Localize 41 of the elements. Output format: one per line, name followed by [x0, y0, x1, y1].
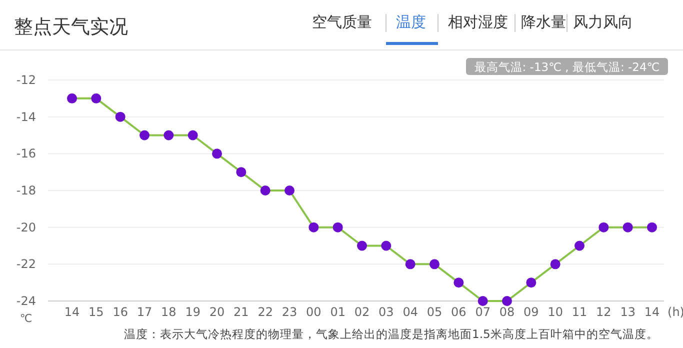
x-tick-label: 11: [572, 305, 588, 319]
chart-title: 整点天气实况: [14, 16, 128, 38]
x-tick-label: 07: [475, 305, 490, 319]
y-tick-label: -22: [16, 257, 36, 272]
text: 温度: [396, 13, 426, 31]
text: 温度：表示大气冷热程度的物理量，气象上给出的温度是指离地面1.5米高度上百叶箱中的空气温度。: [124, 327, 658, 341]
y-tick-label: -16: [16, 146, 36, 161]
y-tick-label: -14: [16, 110, 36, 124]
x-tick-label: 15: [88, 305, 104, 319]
text: 风力风向: [573, 13, 633, 31]
x-tick-label: 01: [330, 305, 346, 319]
x-tick-label: 14: [64, 305, 80, 319]
y-tick-label: -18: [16, 184, 36, 198]
x-tick-label: 04: [402, 305, 418, 319]
text: 相对湿度: [448, 13, 508, 31]
x-tick-label: 13: [620, 305, 636, 319]
x-tick-label: 06: [451, 305, 466, 319]
text: 最高气温: -13℃ , 最低气温: -24℃: [474, 60, 660, 74]
text: 降水量: [521, 13, 566, 31]
x-tick-label: 10: [548, 305, 563, 319]
x-tick-label: 19: [185, 305, 200, 319]
x-tick-label: 16: [112, 305, 128, 319]
text: 空气质量: [312, 13, 372, 31]
x-tick-label: 02: [354, 305, 370, 319]
x-tick-label: 23: [282, 305, 298, 319]
y-tick-label: -12: [16, 73, 36, 87]
y-tick-label: -24: [16, 294, 36, 308]
x-tick-label: 09: [524, 305, 539, 319]
x-tick-label: 21: [234, 305, 249, 319]
x-tick-label: 03: [378, 305, 394, 319]
x-tick-label: 22: [258, 305, 273, 319]
y-tick-label: -20: [16, 220, 36, 234]
y-axis-title: ℃: [20, 312, 32, 325]
x-tick-label: 12: [596, 305, 612, 319]
x-tick-label: 00: [306, 305, 322, 319]
x-tick-label: 08: [499, 305, 515, 319]
x-tick-label: 05: [426, 305, 442, 319]
x-tick-label: 14: [644, 305, 660, 319]
x-tick-label: 17: [136, 305, 152, 319]
x-tick-label: 20: [209, 305, 225, 319]
x-tick-label: 18: [161, 305, 176, 319]
